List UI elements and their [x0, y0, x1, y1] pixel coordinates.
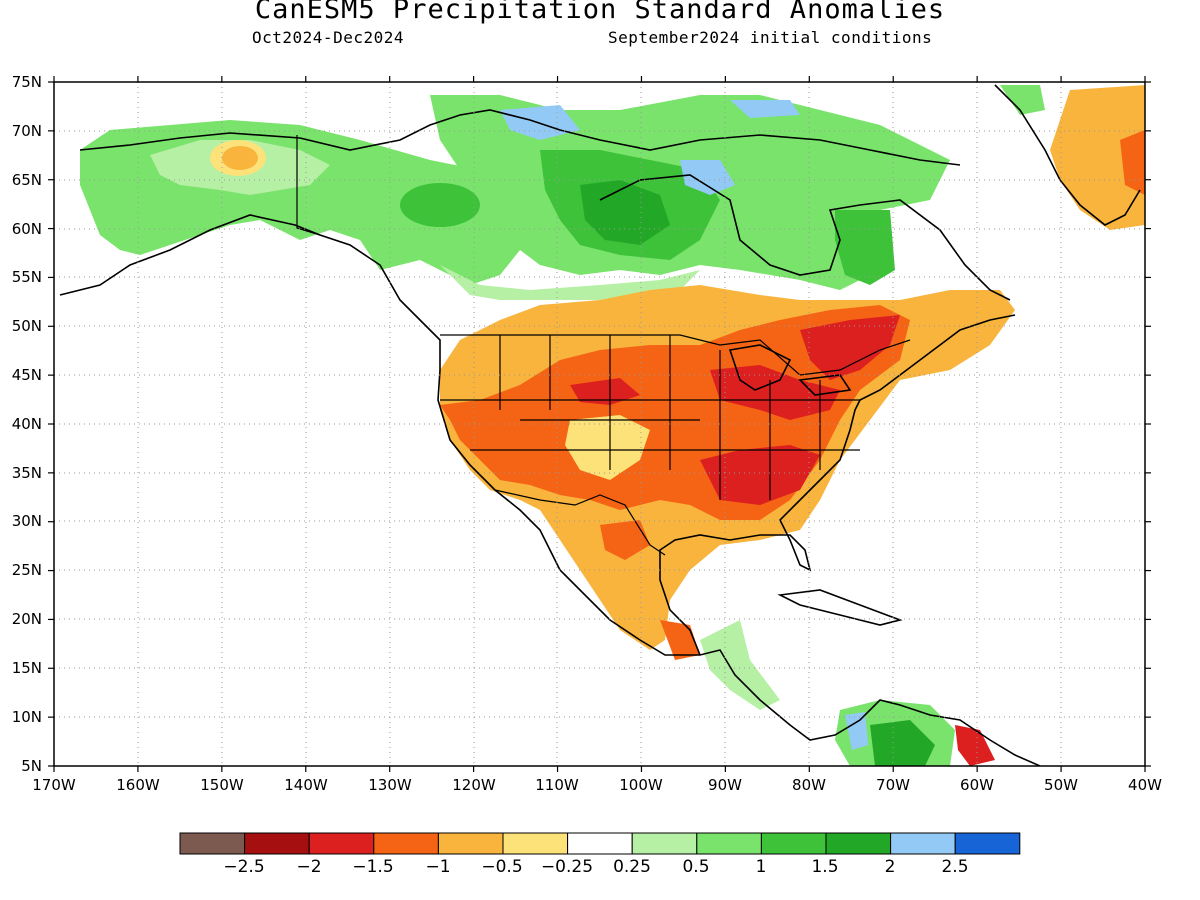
legend-color-box [244, 832, 310, 855]
legend-color-boxes [179, 832, 1021, 855]
legend-color-box [437, 832, 504, 855]
lat-label: 75N [12, 73, 42, 91]
lon-label: 110W [535, 776, 579, 794]
lat-label: 15N [12, 659, 42, 677]
legend-label: 0.25 [613, 857, 651, 877]
red-anomaly-southeast [700, 445, 820, 505]
lat-label: 20N [12, 610, 42, 628]
lat-label: 5N [21, 757, 42, 775]
legend-label: 0.5 [682, 857, 709, 877]
legend-color-box [308, 832, 375, 855]
lat-label: 60N [12, 220, 42, 238]
lat-label: 70N [12, 122, 42, 140]
longitude-labels: 170W 160W 150W 140W 130W 120W 110W 100W … [32, 776, 1162, 794]
coastline-arctic [79, 109, 961, 166]
lon-label: 150W [200, 776, 244, 794]
anomaly-fields [80, 85, 1145, 766]
legend-color-box [760, 832, 827, 855]
lat-label: 50N [12, 317, 42, 335]
legend-label: −1 [425, 857, 450, 877]
lon-label: 70W [876, 776, 910, 794]
legend-label: 1 [756, 857, 767, 877]
lat-label: 45N [12, 366, 42, 384]
orange-mexico [600, 520, 650, 560]
red-anomaly-midwest [710, 365, 840, 420]
lon-label: 130W [368, 776, 412, 794]
lat-label: 65N [12, 171, 42, 189]
yellow-anomaly-southwest [565, 415, 650, 480]
blue-anomaly-north [730, 100, 800, 118]
legend-label: 2.5 [941, 857, 968, 877]
orange-anomaly-greenland [1050, 85, 1145, 230]
lon-label: 140W [284, 776, 328, 794]
coastline-gulf [659, 314, 1016, 656]
coastline-cuba [777, 589, 903, 626]
legend-color-box [890, 832, 956, 855]
legend-label: −2.5 [223, 857, 264, 877]
lon-label: 170W [32, 776, 76, 794]
green-central-america [700, 620, 780, 710]
orange2-anomaly-greenland [1120, 130, 1145, 195]
lat-label: 40N [12, 415, 42, 433]
legend-label: 2 [885, 857, 896, 877]
darkgreen-south-america [870, 720, 935, 766]
great-lakes [728, 344, 852, 396]
legend-color-box [502, 832, 569, 855]
coastline-greenland [994, 84, 1141, 226]
figure-title: CanESM5 Precipitation Standard Anomalies [254, 0, 946, 25]
coastlines [59, 84, 1141, 766]
initial-conditions: September2024 initial conditions [608, 28, 933, 47]
lon-label: 60W [960, 776, 994, 794]
legend-label: −0.25 [541, 857, 593, 877]
lon-label: 120W [452, 776, 496, 794]
red-anomaly-plains [570, 378, 640, 405]
coastline-north-america [59, 214, 1041, 766]
forecast-period: Oct2024-Dec2024 [252, 28, 404, 47]
legend-label: −0.5 [481, 857, 522, 877]
lat-label: 35N [12, 464, 42, 482]
border-us-canada [440, 334, 911, 376]
lat-label: 25N [12, 561, 42, 579]
blue-anomaly-hudson [680, 160, 735, 195]
state-borders [440, 335, 860, 500]
legend-color-box [696, 832, 762, 855]
color-legend: −2.5 −2 −1.5 −1 −0.5 −0.25 0.25 0.5 1 1.… [179, 832, 1021, 877]
lon-label: 80W [792, 776, 826, 794]
legend-color-box [825, 832, 892, 855]
legend-label: −2 [296, 857, 321, 877]
border-alaska-canada [296, 135, 321, 236]
graticule [54, 82, 1145, 766]
legend-labels: −2.5 −2 −1.5 −1 −0.5 −0.25 0.25 0.5 1 1.… [223, 857, 968, 877]
lat-label: 55N [12, 268, 42, 286]
legend-label: 1.5 [811, 857, 838, 877]
axis-ticks [48, 76, 1151, 772]
latitude-labels: 75N 70N 65N 60N 55N 50N 45N 40N 35N 30N … [12, 73, 42, 775]
legend-color-box [373, 832, 439, 855]
lon-label: 100W [619, 776, 663, 794]
lat-label: 10N [12, 708, 42, 726]
lat-label: 30N [12, 512, 42, 530]
red-south-america [955, 725, 995, 766]
lon-label: 90W [708, 776, 742, 794]
red-anomaly-northeast [800, 315, 900, 380]
political-borders [296, 135, 911, 556]
green-dark-alaska [400, 183, 480, 227]
lon-label: 50W [1044, 776, 1078, 794]
lightgreen-band [440, 265, 700, 300]
legend-color-box [179, 832, 246, 855]
green-greenland [1000, 85, 1045, 115]
lon-label: 40W [1128, 776, 1162, 794]
legend-color-box [631, 832, 698, 855]
legend-color-box [567, 832, 633, 855]
coastline-hudson-bay [599, 174, 1011, 301]
legend-color-box [954, 832, 1021, 855]
border-us-mexico [494, 489, 666, 556]
blue-south-america [845, 712, 868, 750]
lon-label: 160W [116, 776, 160, 794]
legend-label: −1.5 [352, 857, 393, 877]
orange-spot-alaska [222, 146, 258, 170]
darkgreen-canada-2 [580, 180, 670, 245]
